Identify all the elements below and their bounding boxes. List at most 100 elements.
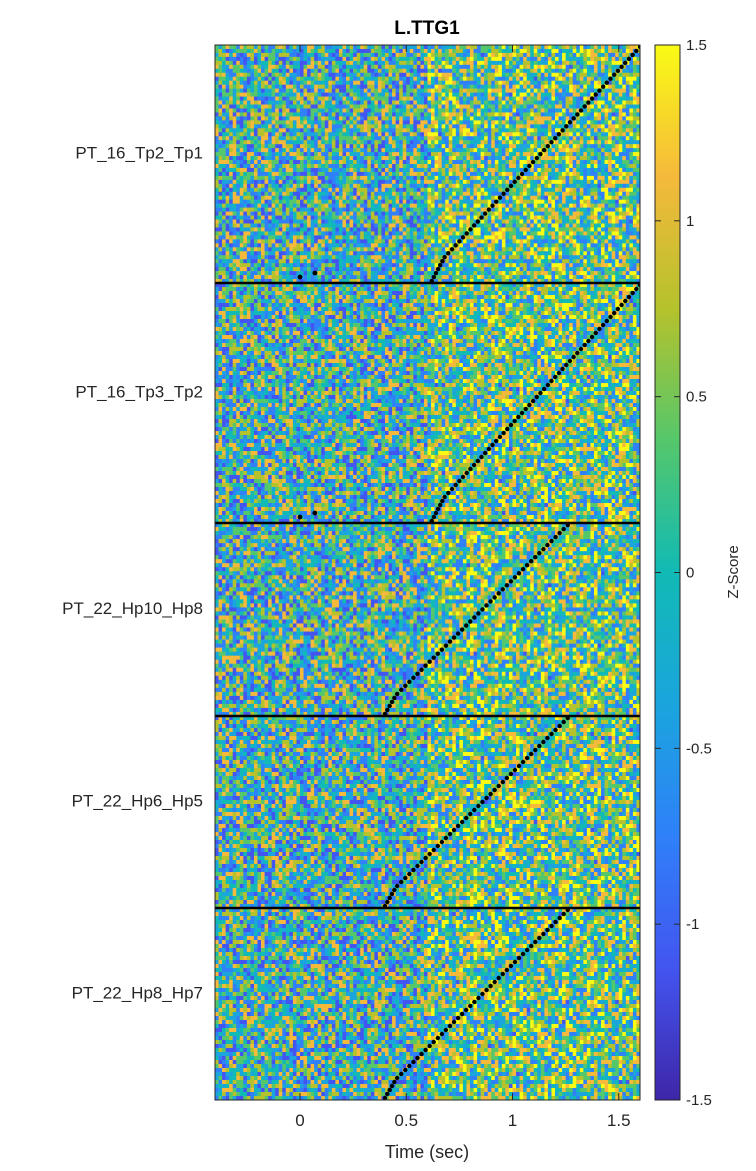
heatmap-cell bbox=[573, 77, 577, 81]
heatmap-cell bbox=[523, 61, 527, 65]
heatmap-cell bbox=[498, 69, 502, 73]
heatmap-cell bbox=[569, 49, 573, 53]
heatmap-cell bbox=[580, 85, 584, 89]
heatmap-cell bbox=[435, 89, 439, 93]
heatmap-cell bbox=[335, 65, 339, 69]
heatmap-cell bbox=[566, 73, 570, 77]
heatmap-cell bbox=[328, 69, 332, 73]
heatmap-cell bbox=[385, 77, 389, 81]
heatmap-cell bbox=[608, 73, 612, 77]
heatmap-cell bbox=[555, 85, 559, 89]
heatmap-cell bbox=[396, 77, 400, 81]
heatmap-cell bbox=[304, 73, 308, 77]
heatmap-cell bbox=[307, 65, 311, 69]
heatmap-cell bbox=[445, 77, 449, 81]
heatmap-cell bbox=[279, 65, 283, 69]
heatmap-cell bbox=[250, 65, 254, 69]
heatmap-cell bbox=[459, 69, 463, 73]
heatmap-cell bbox=[268, 61, 272, 65]
heatmap-cell bbox=[502, 45, 506, 49]
heatmap-cell bbox=[325, 65, 329, 69]
heatmap-cell bbox=[261, 53, 265, 57]
heatmap-cell bbox=[498, 53, 502, 57]
heatmap-cell bbox=[431, 61, 435, 65]
heatmap-cell bbox=[357, 61, 361, 65]
heatmap-cell bbox=[367, 49, 371, 53]
heatmap-cell bbox=[371, 85, 375, 89]
heatmap-cell bbox=[243, 77, 247, 81]
heatmap-cell bbox=[258, 57, 262, 61]
heatmap-cell bbox=[364, 77, 368, 81]
heatmap-cell bbox=[580, 81, 584, 85]
heatmap-cell bbox=[420, 77, 424, 81]
heatmap-cell bbox=[332, 45, 336, 49]
heatmap-cell bbox=[605, 65, 609, 69]
heatmap-cell bbox=[318, 85, 322, 89]
heatmap-cell bbox=[428, 53, 432, 57]
heatmap-cell bbox=[406, 69, 410, 73]
heatmap-cell bbox=[424, 45, 428, 49]
heatmap-cell bbox=[484, 61, 488, 65]
heatmap-cell bbox=[484, 53, 488, 57]
heatmap-cell bbox=[470, 73, 474, 77]
heatmap-cell bbox=[254, 69, 258, 73]
heatmap-cell bbox=[491, 57, 495, 61]
heatmap-cell bbox=[445, 57, 449, 61]
heatmap-cell bbox=[321, 81, 325, 85]
heatmap-cell bbox=[548, 73, 552, 77]
heatmap-cell bbox=[268, 73, 272, 77]
heatmap-cell bbox=[318, 49, 322, 53]
heatmap-cell bbox=[325, 61, 329, 65]
heatmap-cell bbox=[236, 61, 240, 65]
heatmap-cell bbox=[261, 49, 265, 53]
heatmap-cell bbox=[428, 49, 432, 53]
heatmap-cell bbox=[396, 49, 400, 53]
heatmap-cell bbox=[541, 65, 545, 69]
heatmap-cell bbox=[481, 45, 485, 49]
heatmap-cell bbox=[523, 45, 527, 49]
heatmap-cell bbox=[537, 85, 541, 89]
heatmap-cell bbox=[463, 49, 467, 53]
heatmap-cell bbox=[619, 73, 623, 77]
heatmap-cell bbox=[491, 53, 495, 57]
heatmap-cell bbox=[456, 61, 460, 65]
heatmap-cell bbox=[470, 85, 474, 89]
heatmap-cell bbox=[289, 61, 293, 65]
heatmap-cell bbox=[516, 69, 520, 73]
heatmap-cell bbox=[311, 85, 315, 89]
heatmap-cell bbox=[236, 57, 240, 61]
heatmap-cell bbox=[488, 57, 492, 61]
heatmap-cell bbox=[226, 85, 230, 89]
heatmap-cell bbox=[325, 77, 329, 81]
heatmap-cell bbox=[318, 57, 322, 61]
heatmap-cell bbox=[566, 61, 570, 65]
heatmap-cell bbox=[537, 45, 541, 49]
heatmap-cell bbox=[566, 49, 570, 53]
heatmap-cell bbox=[226, 49, 230, 53]
heatmap-cell bbox=[282, 45, 286, 49]
heatmap-cell bbox=[629, 45, 633, 49]
heatmap-cell bbox=[289, 81, 293, 85]
heatmap-cell bbox=[413, 85, 417, 89]
heatmap-cell bbox=[424, 77, 428, 81]
heatmap-cell bbox=[335, 85, 339, 89]
heatmap-cell bbox=[332, 85, 336, 89]
heatmap-cell bbox=[293, 57, 297, 61]
heatmap-cell bbox=[544, 73, 548, 77]
heatmap-cell bbox=[311, 57, 315, 61]
heatmap-cell bbox=[484, 45, 488, 49]
heatmap-cell bbox=[229, 45, 233, 49]
heatmap-cell bbox=[534, 81, 538, 85]
heatmap-cell bbox=[360, 57, 364, 61]
heatmap-cell bbox=[445, 49, 449, 53]
heatmap-cell bbox=[215, 53, 219, 57]
heatmap-cell bbox=[576, 65, 580, 69]
heatmap-cell bbox=[261, 85, 265, 89]
heatmap-cell bbox=[265, 69, 269, 73]
heatmap-cell bbox=[615, 57, 619, 61]
heatmap-cell bbox=[573, 49, 577, 53]
heatmap-cell bbox=[385, 89, 389, 93]
heatmap-cell bbox=[516, 73, 520, 77]
heatmap-cell bbox=[219, 89, 223, 93]
heatmap-cell bbox=[527, 45, 531, 49]
